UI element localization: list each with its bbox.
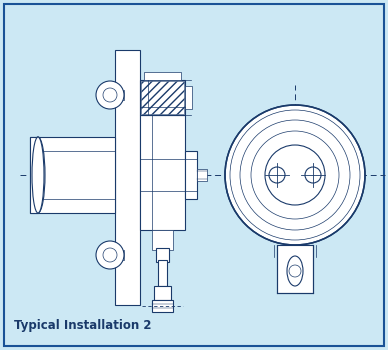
Circle shape	[103, 88, 117, 102]
Bar	[156, 248, 169, 262]
Ellipse shape	[287, 256, 303, 286]
Circle shape	[225, 105, 365, 245]
Circle shape	[269, 167, 285, 183]
Bar	[115, 250, 124, 260]
Bar	[140, 80, 185, 115]
Bar	[30, 137, 38, 213]
Bar	[185, 86, 192, 109]
Ellipse shape	[31, 137, 45, 213]
Bar	[158, 260, 167, 286]
Bar	[115, 50, 140, 305]
Text: Typical Installation 2: Typical Installation 2	[14, 319, 151, 332]
Ellipse shape	[32, 137, 44, 213]
Bar	[154, 286, 171, 300]
Bar	[185, 151, 197, 199]
Bar	[30, 137, 115, 213]
Circle shape	[289, 265, 301, 277]
Bar	[152, 230, 173, 250]
Bar	[140, 115, 185, 230]
Bar	[144, 72, 181, 80]
Bar	[277, 245, 313, 293]
Bar	[141, 81, 184, 114]
Bar	[152, 300, 173, 312]
Circle shape	[96, 241, 124, 269]
Circle shape	[96, 81, 124, 109]
Bar	[115, 90, 124, 100]
Circle shape	[103, 248, 117, 262]
Bar	[197, 169, 207, 181]
Circle shape	[305, 167, 321, 183]
